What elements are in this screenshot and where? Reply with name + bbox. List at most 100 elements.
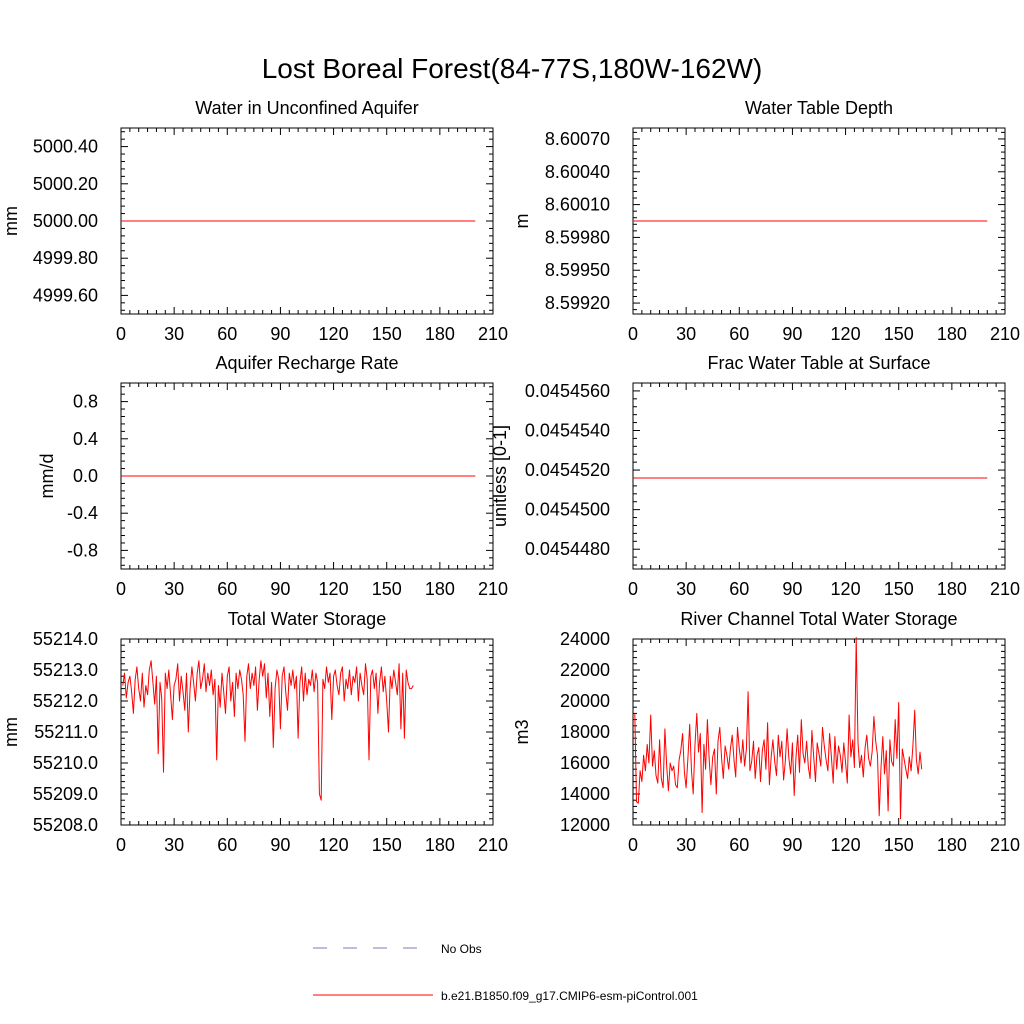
panel-1: Water in Unconfined Aquifer 0 30 60 90 120 150…	[1, 98, 508, 344]
x-tick-label: 180	[937, 835, 967, 855]
x-tick-label: 90	[270, 835, 290, 855]
y-tick-label: 0.4	[73, 429, 98, 449]
x-tick-label: 120	[831, 579, 861, 599]
y-axis-label: m	[512, 214, 532, 229]
panel-5: Total Water Storage 0 30 60 90 120 150 180 210 55…	[1, 609, 508, 855]
y-tick-label: 14000	[560, 784, 610, 804]
x-tick-label: 150	[884, 579, 914, 599]
panel-4: Frac Water Table at Surface 0 30 60 90 120 150…	[490, 353, 1020, 599]
x-tick-label: 180	[937, 579, 967, 599]
x-tick-label: 30	[676, 324, 696, 344]
x-tick-label: 0	[116, 835, 126, 855]
y-tick-label: 0.0454560	[525, 381, 610, 401]
x-tick-label: 30	[164, 835, 184, 855]
y-tick-label: 24000	[560, 629, 610, 649]
panel-title: Aquifer Recharge Rate	[215, 353, 398, 373]
y-tick-label: 0.0454500	[525, 500, 610, 520]
y-tick-label: 5000.00	[33, 211, 98, 231]
x-tick-label: 210	[990, 835, 1020, 855]
y-tick-label: -0.4	[67, 503, 98, 523]
panel-title: Water Table Depth	[745, 98, 893, 118]
y-tick-label: 55211.0	[34, 722, 98, 742]
x-tick-label: 150	[372, 579, 402, 599]
x-tick-label: 210	[478, 324, 508, 344]
y-axis-label: unitless [0-1]	[490, 425, 510, 527]
x-tick-label: 210	[478, 579, 508, 599]
y-tick-label: 18000	[560, 722, 610, 742]
y-tick-label: 55212.0	[33, 691, 98, 711]
plot-frame	[120, 638, 494, 826]
x-tick-label: 90	[782, 324, 802, 344]
x-tick-label: 120	[831, 835, 861, 855]
x-tick-label: 0	[116, 324, 126, 344]
plot-frame	[632, 382, 1006, 570]
y-tick-label: 55214.0	[33, 629, 98, 649]
x-tick-label: 180	[937, 324, 967, 344]
y-tick-label: 8.59980	[545, 227, 610, 247]
y-tick-label: 22000	[560, 660, 610, 680]
x-tick-label: 150	[372, 324, 402, 344]
series-line	[122, 660, 414, 801]
panel-6: River Channel Total Water Storage 0 30 60 90…	[512, 609, 1020, 855]
y-tick-label: 8.59950	[545, 260, 610, 280]
x-tick-label: 120	[319, 835, 349, 855]
x-tick-label: 120	[831, 324, 861, 344]
y-tick-label: 0.8	[73, 392, 98, 412]
y-axis-label: mm	[1, 206, 21, 236]
x-tick-label: 60	[217, 835, 237, 855]
x-tick-label: 0	[628, 579, 638, 599]
y-tick-label: 55208.0	[33, 815, 98, 835]
y-tick-label: 20000	[560, 691, 610, 711]
y-tick-label: 0.0	[73, 466, 98, 486]
y-tick-label: 12000	[560, 815, 610, 835]
y-tick-label: 4999.60	[33, 285, 98, 305]
y-tick-label: 55209.0	[33, 784, 98, 804]
y-tick-label: 5000.20	[33, 174, 98, 194]
y-tick-label: 8.60010	[545, 195, 610, 215]
y-tick-label: 4999.80	[33, 248, 98, 268]
panel-title: River Channel Total Water Storage	[680, 609, 957, 629]
y-tick-label: 8.60040	[545, 162, 610, 182]
x-tick-label: 180	[425, 324, 455, 344]
y-axis-label: m3	[512, 719, 532, 744]
x-tick-label: 60	[217, 579, 237, 599]
y-tick-label: 8.60070	[545, 129, 610, 149]
panel-2: Water Table Depth 0 30 60 90 120 150 180 210 8.59…	[512, 98, 1020, 344]
x-tick-label: 90	[270, 579, 290, 599]
legend: No Obs b.e21.B1850.f09_g17.CMIP6-esm-piC…	[313, 942, 698, 1003]
x-tick-label: 150	[884, 835, 914, 855]
x-tick-label: 210	[478, 835, 508, 855]
x-tick-label: 150	[372, 835, 402, 855]
x-tick-label: 210	[990, 579, 1020, 599]
y-tick-label: 5000.40	[33, 137, 98, 157]
x-tick-label: 120	[319, 324, 349, 344]
x-tick-label: 30	[164, 324, 184, 344]
y-tick-label: 55210.0	[33, 753, 98, 773]
y-tick-label: 55213.0	[33, 660, 98, 680]
x-tick-label: 0	[628, 324, 638, 344]
x-tick-label: 210	[990, 324, 1020, 344]
panel-3: Aquifer Recharge Rate 0 30 60 90 120 150 180 210…	[37, 353, 508, 599]
x-tick-label: 180	[425, 579, 455, 599]
x-tick-label: 90	[270, 324, 290, 344]
panel-title: Total Water Storage	[228, 609, 386, 629]
x-tick-label: 30	[676, 579, 696, 599]
x-tick-label: 60	[729, 579, 749, 599]
x-tick-label: 60	[217, 324, 237, 344]
y-tick-label: 8.59920	[545, 293, 610, 313]
x-tick-label: 30	[676, 835, 696, 855]
x-tick-label: 90	[782, 835, 802, 855]
series-line	[634, 637, 923, 820]
panel-title: Water in Unconfined Aquifer	[195, 98, 418, 118]
x-tick-label: 150	[884, 324, 914, 344]
x-tick-label: 30	[164, 579, 184, 599]
chart-panels: Water in Unconfined Aquifer 0 30 60 90 120 150…	[1, 98, 1020, 855]
y-axis-label: mm/d	[37, 454, 57, 499]
x-tick-label: 60	[729, 324, 749, 344]
y-tick-label: 16000	[560, 753, 610, 773]
y-tick-label: 0.0454540	[525, 420, 610, 440]
legend-label-no-obs: No Obs	[441, 942, 482, 956]
x-tick-label: 0	[116, 579, 126, 599]
y-tick-label: -0.8	[67, 540, 98, 560]
